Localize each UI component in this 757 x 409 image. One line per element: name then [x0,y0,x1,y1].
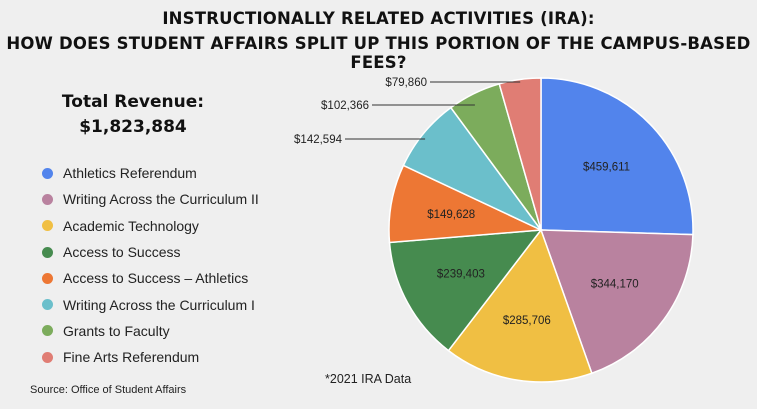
legend-item: Grants to Faculty [42,318,259,344]
pie-slice [388,229,543,352]
pie-slice [540,77,694,236]
legend-dot-icon [42,193,53,205]
legend-label: Writing Across the Curriculum II [63,191,259,208]
pie-slice [498,77,542,231]
legend-dot-icon [42,272,53,284]
legend-label: Fine Arts Referendum [63,349,200,366]
legend-label: Writing Across the Curriculum I [63,296,255,313]
legend-item: Academic Technology [42,213,259,239]
legend-dot-icon [42,167,53,179]
pie-slice [447,228,593,383]
slice-value-label: $285,706 [503,315,551,327]
pie-slice [539,229,694,375]
legend-label: Academic Technology [63,217,199,234]
slice-value-label: $239,403 [437,269,485,281]
legend-dot-icon [42,246,53,258]
data-footnote: *2021 IRA Data [325,372,412,386]
legend-label: Access to Success – Athletics [63,270,249,287]
legend-dot-icon [42,220,53,232]
legend-item: Athletics Referendum [42,160,259,186]
source-note: Source: Office of Student Affairs [30,384,187,396]
total-revenue-value: $1,823,884 [79,117,187,137]
legend-dot-icon [42,299,53,311]
legend-item: Access to Success [42,239,259,265]
legend-dot-icon [42,351,53,363]
chart-legend: Athletics Referendum Writing Across the … [42,160,259,370]
slice-value-label: $459,611 [583,162,630,174]
total-revenue-label: Total Revenue: [61,92,205,112]
legend-dot-icon [42,325,53,337]
legend-item: Fine Arts Referendum [42,344,259,370]
slice-value-label: $102,366 [321,100,369,112]
legend-label: Athletics Referendum [63,165,197,182]
legend-item: Writing Across the Curriculum I [42,291,259,317]
slice-value-label: $79,860 [385,77,427,89]
legend-label: Access to Success [63,244,181,261]
slice-value-label: $344,170 [591,279,639,291]
legend-label: Grants to Faculty [63,322,170,339]
chart-title-line-2: HOW DOES STUDENT AFFAIRS SPLIT UP THIS P… [6,34,751,72]
legend-item: Access to Success – Athletics [42,265,259,291]
legend-item: Writing Across the Curriculum II [42,186,259,212]
chart-title-line-1: INSTRUCTIONALLY RELATED ACTIVITIES (IRA)… [162,9,595,28]
slice-value-label: $142,594 [294,134,343,146]
slice-value-label: $149,628 [427,209,475,221]
